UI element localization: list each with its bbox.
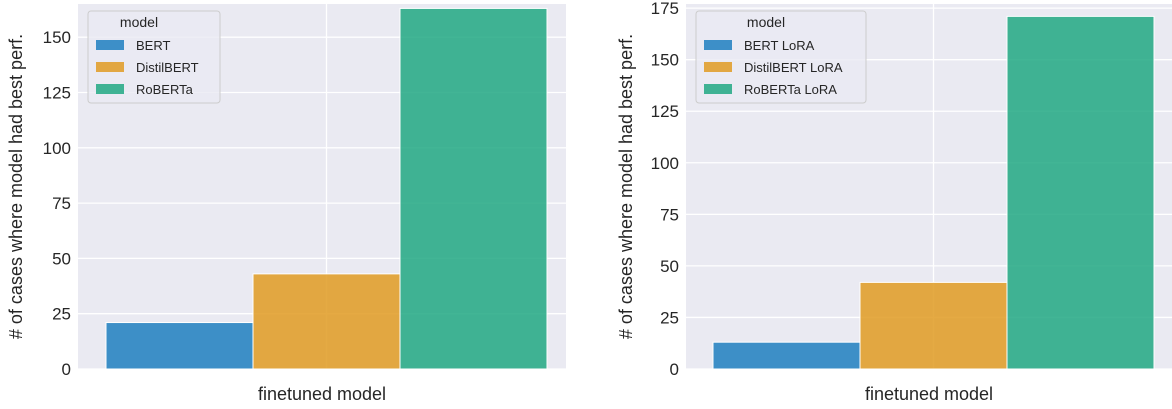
legend-label: BERT LoRA — [744, 38, 815, 53]
y-tick-label: 150 — [651, 51, 679, 70]
legend-label: RoBERTa LoRA — [744, 82, 837, 97]
legend-label: RoBERTa — [136, 82, 194, 97]
legend-label: DistilBERT LoRA — [744, 60, 843, 75]
legend-swatch — [704, 62, 732, 72]
bar-distilbert-lora — [859, 281, 1008, 370]
legend-title: model — [120, 14, 158, 30]
y-tick-label: 0 — [62, 360, 71, 379]
y-tick-label: 75 — [52, 194, 71, 213]
legend-swatch — [96, 62, 124, 72]
legend: model BERT DistilBERT RoBERTa — [87, 10, 221, 104]
bar-bert — [105, 322, 254, 370]
chart-panel-1: 0 25 50 75 100 125 150 finetuned model # of case… — [6, 4, 566, 404]
legend-swatch — [704, 40, 732, 50]
y-tick-label: 50 — [660, 257, 679, 276]
y-tick-label: 100 — [651, 154, 679, 173]
y-axis-label: # of cases where model had best perf. — [6, 34, 26, 339]
legend-frame — [87, 10, 221, 104]
bar-distilbert — [252, 273, 401, 370]
legend-label: BERT — [136, 38, 170, 53]
bar-roberta — [399, 7, 548, 370]
y-tick-label: 25 — [660, 308, 679, 327]
y-axis-label: # of cases where model had best perf. — [616, 34, 636, 339]
legend-frame — [695, 10, 867, 104]
legend: model BERT LoRA DistilBERT LoRA RoBERTa LoR… — [695, 10, 867, 104]
chart-panel-2: 0 25 50 75 100 125 150 175 finetuned model # of c… — [616, 0, 1172, 404]
y-tick-label: 75 — [660, 205, 679, 224]
legend-label: DistilBERT — [136, 60, 199, 75]
bar-bert-lora — [712, 341, 861, 370]
y-tick-label: 50 — [52, 249, 71, 268]
y-tick-label: 0 — [670, 360, 679, 379]
y-tick-label: 125 — [651, 102, 679, 121]
legend-swatch — [704, 84, 732, 94]
y-tick-label: 175 — [651, 0, 679, 18]
bar-roberta-lora — [1006, 15, 1155, 370]
x-axis-label: finetuned model — [258, 384, 386, 404]
legend-swatch — [96, 40, 124, 50]
y-tick-label: 150 — [43, 28, 71, 47]
y-tick-label: 25 — [52, 305, 71, 324]
legend-swatch — [96, 84, 124, 94]
y-tick-label: 125 — [43, 83, 71, 102]
legend-title: model — [747, 14, 785, 30]
x-axis-label: finetuned model — [865, 384, 993, 404]
y-tick-label: 100 — [43, 139, 71, 158]
